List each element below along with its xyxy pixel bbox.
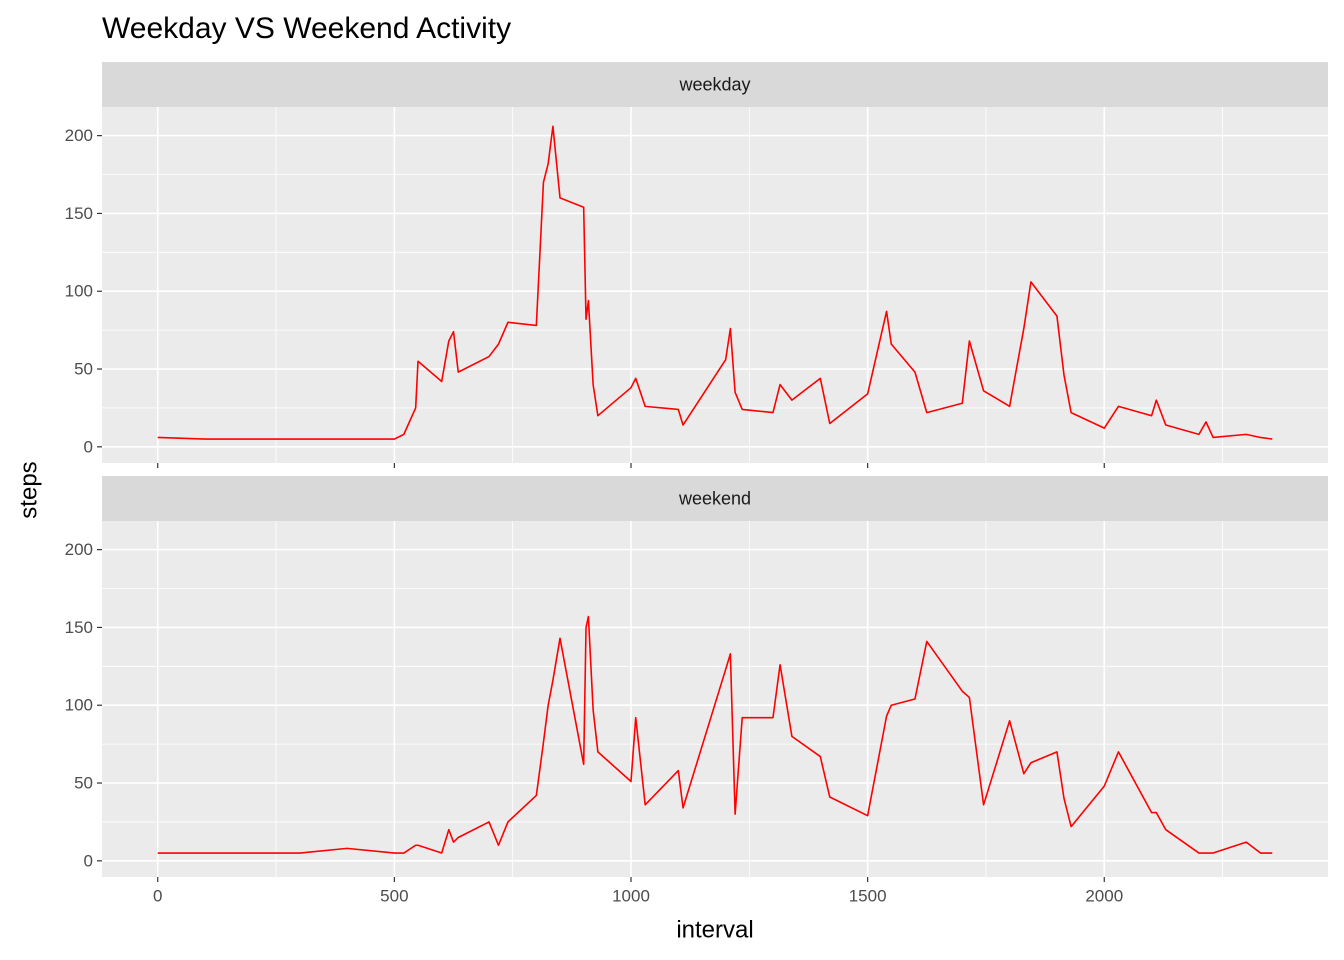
y-tick-label: 200	[65, 540, 93, 559]
chart-title: Weekday VS Weekend Activity	[102, 12, 511, 45]
y-tick-label: 0	[84, 437, 93, 456]
y-axis-title: steps	[15, 461, 42, 518]
y-tick-label: 100	[65, 282, 93, 301]
x-tick-label: 1500	[849, 886, 887, 905]
data-line	[157, 125, 1273, 440]
panel-background	[102, 521, 1328, 877]
y-tick-label: 50	[74, 774, 93, 793]
x-tick-label: 0	[153, 886, 162, 905]
strip-label: weekend	[678, 488, 751, 508]
x-tick-label: 1000	[612, 886, 650, 905]
y-tick-label: 0	[84, 851, 93, 870]
x-axis-title: interval	[676, 916, 753, 943]
x-tick-label: 500	[380, 886, 408, 905]
y-tick-label: 50	[74, 360, 93, 379]
panel-background	[102, 107, 1328, 463]
data-line	[157, 615, 1273, 854]
strip-label: weekday	[678, 74, 750, 94]
x-tick-label: 2000	[1085, 886, 1123, 905]
y-tick-label: 150	[65, 618, 93, 637]
strip	[102, 476, 1328, 521]
y-tick-label: 200	[65, 126, 93, 145]
strip	[102, 62, 1328, 107]
y-tick-label: 100	[65, 696, 93, 715]
y-tick-label: 150	[65, 204, 93, 223]
